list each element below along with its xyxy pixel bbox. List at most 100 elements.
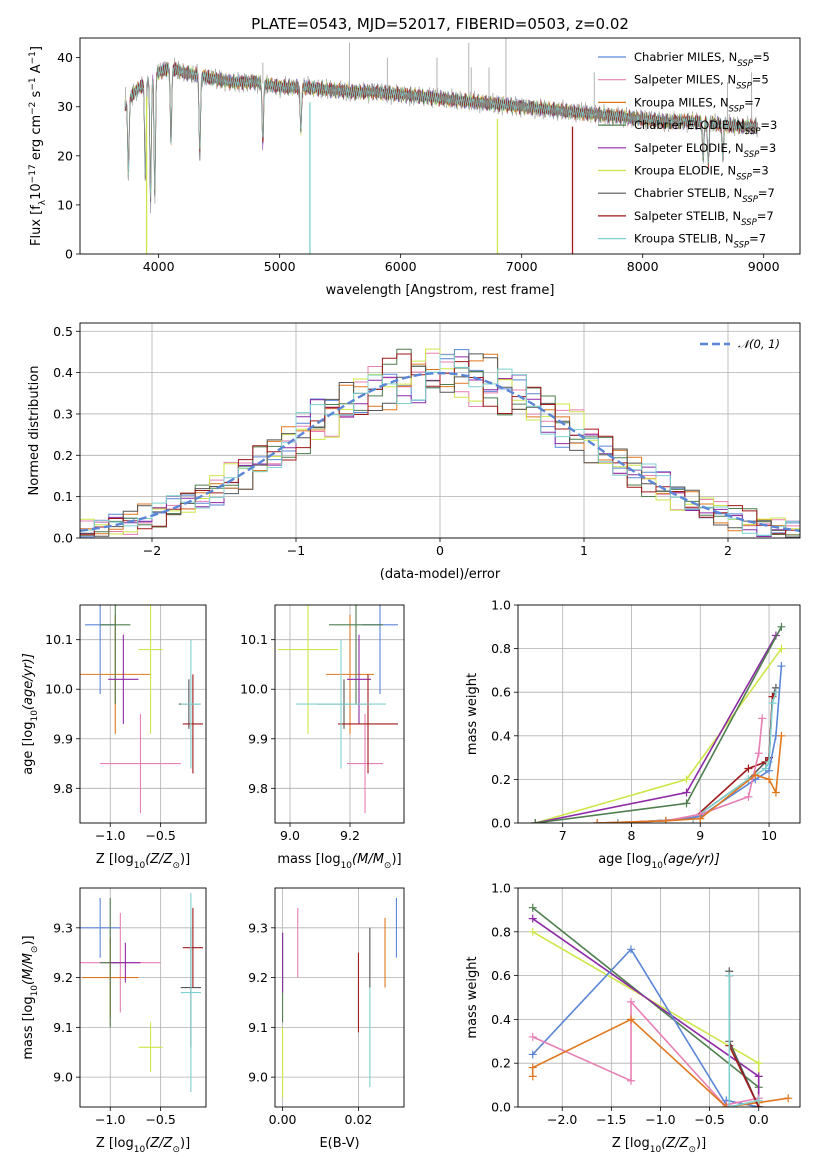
y-tick-label: 0.4 [491, 1012, 511, 1027]
y-tick-label: 0.0 [491, 816, 511, 831]
chart-mass_vs_ebv: 0.00 0.02 9.0 9.1 9.2 9.3 E(B-V) [248, 887, 405, 1151]
y-tick-label: 0.6 [491, 968, 511, 983]
y-axis-label: Flux [fλ10−17 erg cm−2 s−1 A−1] [28, 46, 48, 246]
x-tick-label: −0.5 [145, 1112, 175, 1127]
legend-label-suffix: =7 [757, 209, 774, 223]
x-axis-label: wavelength [Angstrom, rest frame] [326, 283, 555, 298]
mass-weight-marker [777, 622, 786, 631]
legend-label-suffix: =5 [753, 50, 770, 64]
mass-weight-marker [661, 816, 670, 823]
y-axis-label-part: −2 [28, 102, 38, 115]
y-tick-label: 30 [57, 99, 73, 114]
mass-weight-marker [777, 662, 786, 671]
x-tick-label: 5000 [264, 259, 296, 274]
x-axis-label-part: ⊙ [172, 1145, 180, 1155]
y-axis-label-part: −1 [28, 77, 38, 90]
x-axis-label-part: ⊙ [384, 861, 392, 871]
mass-weight-marker [682, 775, 691, 784]
legend-label-text: Chabrier STELIB, N [634, 186, 742, 200]
legend-label: Salpeter ELODIE, NSSP=3 [634, 141, 776, 160]
legend-label-text: Salpeter ELODIE, N [634, 141, 744, 155]
legend-label: Chabrier STELIB, NSSP=7 [634, 186, 775, 205]
chart-age_vs_mass: 9.0 9.2 9.8 9.9 10.0 10.1 mass [log10(M/M⊙)] [240, 604, 405, 871]
legend-label: Kroupa STELIB, NSSP=7 [634, 232, 766, 251]
chart-residuals: −2 −1 0 1 2 0.0 0.1 0.2 0.3 0.4 0.5 (data-model)/er… [27, 322, 801, 582]
mass-weight-marker [626, 1015, 635, 1024]
y-tick-label: 0.0 [53, 531, 73, 546]
mass-weight-marker [528, 1072, 537, 1081]
y-axis-label-part: 10 [30, 710, 40, 722]
plot-area [531, 622, 786, 823]
axes-frame [274, 604, 405, 824]
y-tick-label: 0.4 [53, 365, 73, 380]
y-tick-label: 9.0 [248, 1070, 268, 1085]
x-axis-label: Z [log10(Z/Z⊙)] [96, 852, 190, 871]
axes-frame [79, 322, 801, 539]
mass-weight-line [532, 999, 759, 1107]
x-tick-label: 9 [696, 828, 704, 843]
plot-area [80, 605, 203, 814]
mass-weight-marker [593, 819, 602, 823]
x-tick-label: −1.0 [95, 828, 125, 843]
mass-weight-line [728, 975, 760, 1107]
mass-weight-marker [528, 903, 537, 912]
chart-age_vs_Z: −1.0 −0.59.89.910.010.1Z [log10(Z/Z⊙)]age… [21, 604, 207, 871]
mass-weight-marker [682, 799, 691, 808]
mass-weight-marker [696, 814, 705, 823]
mass-weight-marker [758, 714, 767, 723]
y-tick-label: 0.0 [491, 1100, 511, 1115]
legend-label-text: Chabrier ELODIE, N [634, 118, 745, 132]
legend-label-text: Kroupa ELODIE, N [634, 164, 736, 178]
x-axis-label: (data-model)/error [380, 567, 501, 582]
axes-frame [517, 887, 801, 1108]
y-axis-label-part: (M/M [21, 953, 36, 985]
mass-weight-marker [528, 914, 537, 923]
x-axis-label: Z [log10(Z/Z⊙)] [612, 1136, 706, 1155]
mass-weight-line [617, 687, 777, 823]
x-tick-label: −0.5 [694, 1112, 724, 1127]
mass-weight-marker [784, 1094, 793, 1103]
y-tick-label: 10.0 [240, 682, 268, 697]
y-axis-label-part: 10 [30, 985, 40, 997]
y-axis-label-part: λ [38, 199, 48, 205]
y-axis-label-part: ⊙ [30, 946, 40, 954]
plot-area [124, 38, 758, 254]
y-tick-label: 0.2 [491, 1056, 511, 1071]
x-tick-label: 0.00 [269, 1112, 297, 1127]
legend-label-text: Kroupa STELIB, N [634, 232, 734, 246]
y-tick-label: 9.3 [248, 920, 268, 935]
y-axis-label-part: s [29, 90, 44, 101]
y-tick-label: 40 [57, 50, 73, 65]
mass-weight-marker [754, 1096, 763, 1105]
legend-label: Chabrier ELODIE, NSSP=3 [634, 118, 777, 137]
x-axis-label-part: 10 [650, 1145, 662, 1155]
x-axis-label-part: Z [log [96, 1136, 134, 1151]
y-axis-label-part: age [log [21, 722, 36, 775]
y-tick-label: 9.2 [53, 970, 73, 985]
axes-frame [517, 604, 801, 824]
mass-weight-marker [754, 1072, 763, 1081]
chart-massweight_vs_Z: −2.0 −1.5 −1.0 −0.5 0.0 0.0 0.2 0.4 0.6 0.8 1.0 Z [… [465, 881, 801, 1155]
x-axis-label-part: mass [log [277, 852, 340, 867]
x-axis-label-part: (M/M [352, 852, 384, 867]
x-tick-label: 7 [559, 828, 567, 843]
y-tick-label: 10.1 [45, 632, 73, 647]
mass-weight-marker [528, 1032, 537, 1041]
y-axis-label: Normed distribution [27, 366, 42, 496]
mass-weight-line [617, 691, 777, 823]
x-tick-label: 9000 [748, 259, 780, 274]
chart-title: PLATE=0543, MJD=52017, FIBERID=0503, z=0… [251, 15, 629, 33]
y-tick-label: 0.2 [53, 448, 73, 463]
normal-curve [80, 371, 800, 532]
legend-label: Chabrier MILES, NSSP=5 [634, 50, 770, 69]
y-tick-label: 9.0 [53, 1070, 73, 1085]
legend-label-sub: SSP [736, 82, 752, 92]
x-axis-label-part: (Z/Z [145, 852, 173, 867]
y-tick-label: 9.1 [248, 1020, 268, 1035]
x-axis-label-part: Z [log [612, 1136, 650, 1151]
plot-area [528, 903, 793, 1107]
y-tick-label: 0.1 [53, 489, 73, 504]
legend: 𝒩(0, 1) [700, 337, 780, 351]
mass-weight-marker [613, 819, 622, 823]
